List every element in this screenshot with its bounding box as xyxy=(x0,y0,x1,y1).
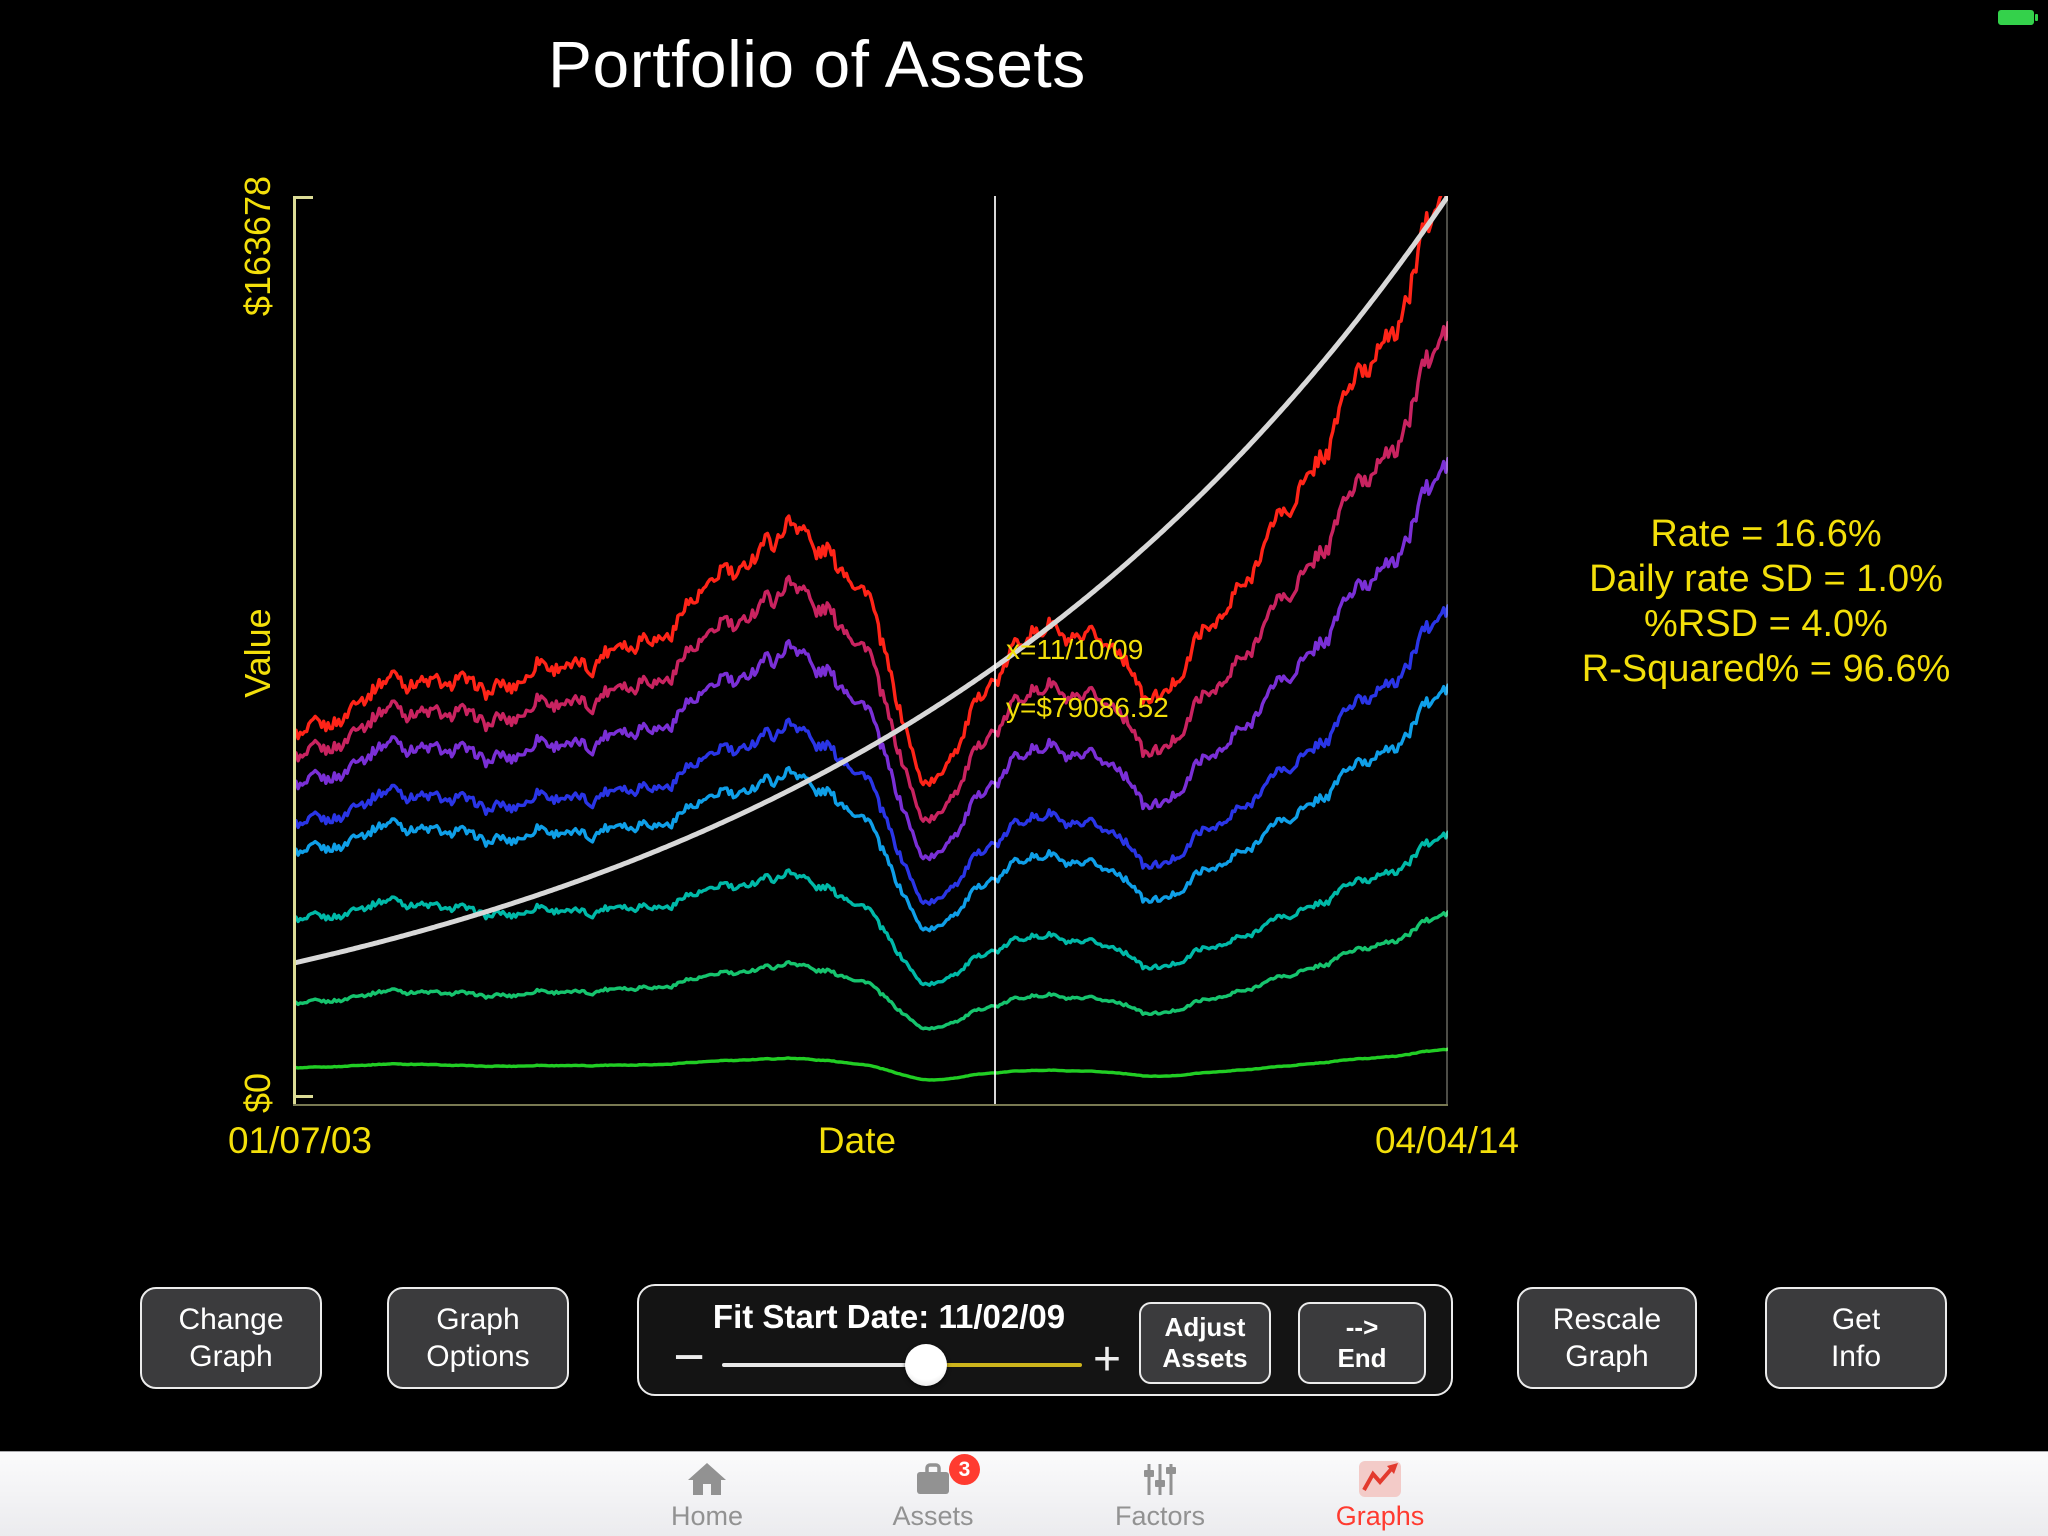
fit-start-date-slider-knob[interactable] xyxy=(905,1344,947,1386)
tab-bar: Home 3 Assets xyxy=(0,1451,2048,1536)
to-end-label-1: --> xyxy=(1345,1312,1379,1342)
chart-right-edge xyxy=(1446,196,1448,1104)
get-info-button[interactable]: Get Info xyxy=(1765,1287,1947,1389)
adjust-assets-label-2: Assets xyxy=(1162,1343,1248,1373)
change-graph-button[interactable]: Change Graph xyxy=(140,1287,322,1389)
graph-options-label-2: Options xyxy=(426,1340,530,1373)
fit-start-date-title: Fit Start Date: 11/02/09 xyxy=(712,1298,1066,1335)
cursor-x-label: x=11/10/09 xyxy=(1006,634,1144,665)
sliders-icon xyxy=(1144,1464,1176,1495)
adjust-assets-label-1: Adjust xyxy=(1164,1312,1246,1342)
x-axis-line xyxy=(293,1104,1448,1106)
stat-r-squared: R-Squared% = 96.6% xyxy=(1581,648,1951,690)
cursor-y-label: y=$79086.52 xyxy=(1006,692,1169,723)
stat-daily-sd: Daily rate SD = 1.0% xyxy=(1589,558,1943,600)
cursor-line[interactable] xyxy=(994,196,996,1104)
chart-canvas xyxy=(296,196,1448,1082)
change-graph-label-2: Graph xyxy=(189,1340,273,1373)
graph-options-label-1: Graph xyxy=(436,1303,520,1336)
adjust-assets-button[interactable]: Adjust Assets xyxy=(1139,1302,1271,1384)
home-icon xyxy=(688,1463,726,1495)
stat-rsd: %RSD = 4.0% xyxy=(1644,603,1888,645)
tab-graphs[interactable]: Graphs xyxy=(1300,1458,1460,1534)
fit-start-date-panel: Fit Start Date: 11/02/09 − + Adjust Asse… xyxy=(637,1284,1453,1396)
y-axis-title: Value xyxy=(237,608,278,698)
line-graph-icon xyxy=(1359,1461,1401,1497)
slider-track-remaining[interactable] xyxy=(926,1363,1082,1367)
tab-assets-label: Assets xyxy=(892,1501,974,1531)
to-end-button[interactable]: --> End xyxy=(1298,1302,1426,1384)
rescale-graph-label-1: Rescale xyxy=(1552,1303,1662,1336)
y-axis-min-label: $0 xyxy=(237,1072,278,1114)
tab-factors[interactable]: Factors xyxy=(1080,1458,1240,1534)
x-axis-title: Date xyxy=(817,1120,897,1161)
y-axis-bottom-tick xyxy=(293,1095,313,1098)
tab-home-label: Home xyxy=(670,1501,744,1531)
tab-assets[interactable]: 3 Assets xyxy=(853,1454,1013,1534)
battery-icon xyxy=(1998,10,2038,25)
y-axis-top-tick xyxy=(293,196,313,199)
slider-decrement-button[interactable]: − xyxy=(673,1327,705,1387)
rescale-graph-button[interactable]: Rescale Graph xyxy=(1517,1287,1697,1389)
page-title: Portfolio of Assets xyxy=(548,27,1086,101)
get-info-label-2: Info xyxy=(1830,1340,1882,1373)
rescale-graph-label-2: Graph xyxy=(1565,1340,1649,1373)
portfolio-chart[interactable]: x=11/10/09 y=$79086.52 xyxy=(293,196,1448,1106)
assets-badge: 3 xyxy=(949,1454,980,1485)
slider-increment-button[interactable]: + xyxy=(1092,1333,1122,1386)
fit-stats: Rate = 16.6% Daily rate SD = 1.0% %RSD =… xyxy=(1560,512,1972,692)
tab-graphs-label: Graphs xyxy=(1335,1501,1425,1531)
graph-options-button[interactable]: Graph Options xyxy=(387,1287,569,1389)
to-end-label-2: End xyxy=(1337,1343,1387,1373)
briefcase-icon xyxy=(917,1463,949,1494)
stat-rate: Rate = 16.6% xyxy=(1650,513,1882,555)
x-axis-end-label: 04/04/14 xyxy=(1374,1120,1520,1161)
get-info-label-1: Get xyxy=(1831,1303,1881,1336)
x-axis-start-label: 01/07/03 xyxy=(227,1120,373,1161)
y-axis-max-label: $163678 xyxy=(237,175,278,317)
tab-factors-label: Factors xyxy=(1114,1501,1206,1531)
slider-track-filled[interactable] xyxy=(722,1363,926,1367)
change-graph-label-1: Change xyxy=(178,1303,284,1336)
tab-home[interactable]: Home xyxy=(627,1458,787,1534)
y-axis-line xyxy=(293,196,296,1104)
